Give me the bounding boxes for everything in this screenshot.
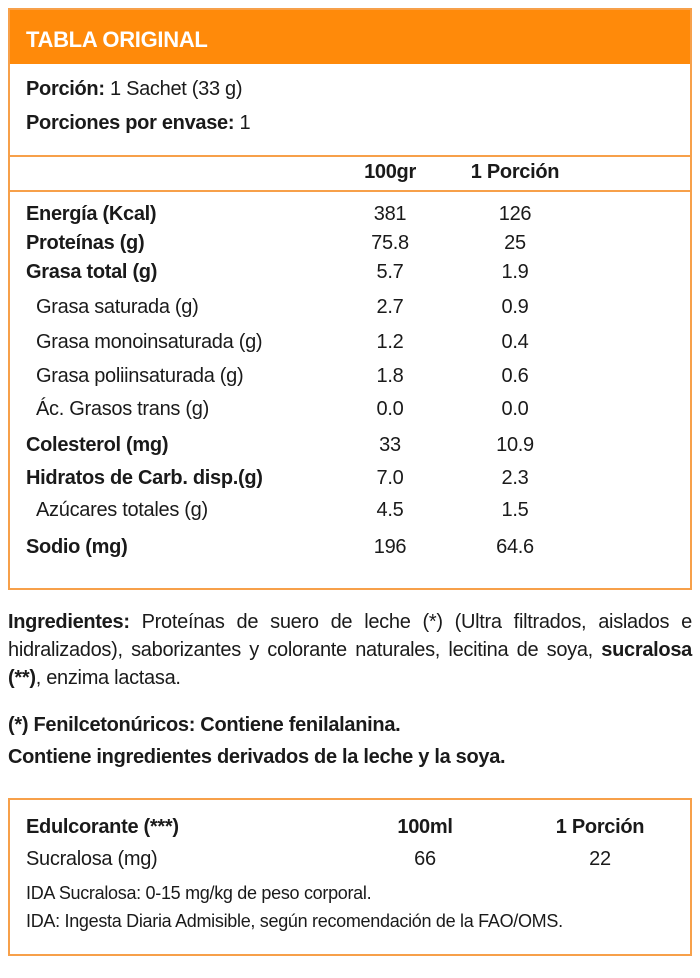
sweetener-table: Edulcorante (***) 100ml 1 Porción Sucral… [8,798,692,956]
value-100gr: 4.5 [376,499,404,521]
value-portion: 0.0 [501,398,529,420]
value-portion: 0.9 [501,296,529,318]
col-portion: 1 Porción [555,816,645,838]
nutrient-label: Energía (Kcal) [26,203,157,225]
table-row: Ác. Grasos trans (g) 0.0 0.0 [10,398,690,426]
value-100gr: 33 [379,434,401,456]
value-portion: 25 [504,232,526,254]
sweetener-label: Edulcorante (***) [26,816,179,838]
divider [10,190,690,192]
servings-line: Porciones por envase: 1 [26,112,251,135]
ida-definition: IDA: Ingesta Diaria Admisible, según rec… [26,911,563,931]
column-headers: 100gr 1 Porción [10,161,690,189]
value-portion: 10.9 [496,434,534,456]
value-portion: 1.5 [501,499,529,521]
value-portion: 2.3 [501,467,529,489]
value-portion: 0.6 [501,365,529,387]
warning-allergens: Contiene ingredientes derivados de la le… [8,746,506,768]
value-100gr: 5.7 [376,261,404,283]
table-row: Grasa saturada (g) 2.7 0.9 [10,296,690,324]
portion-line: Porción: 1 Sachet (33 g) [26,78,243,101]
servings-label: Porciones por envase: [26,112,235,134]
nutrient-label: Grasa saturada (g) [36,296,199,318]
ingredients-sucralose: sucralosa (**) [8,639,692,689]
nutrient-label: Grasa poliinsaturada (g) [36,365,244,387]
nutrition-table: TABLA ORIGINAL Porción: 1 Sachet (33 g) … [8,8,692,590]
nutrient-label: Azúcares totales (g) [36,499,208,521]
col-portion: 1 Porción [470,161,560,183]
value-portion: 1.9 [501,261,529,283]
table-row: Grasa poliinsaturada (g) 1.8 0.6 [10,365,690,393]
value-portion: 126 [498,203,532,225]
value-100ml: 66 [414,848,436,870]
value-100gr: 196 [373,536,407,558]
value-100gr: 7.0 [376,467,404,489]
ida-note: IDA Sucralosa: 0-15 mg/kg de peso corpor… [26,883,372,903]
table-row: Azúcares totales (g) 4.5 1.5 [10,499,690,527]
value-100gr: 1.2 [376,331,404,353]
table-row: Energía (Kcal) 381 126 [10,203,690,231]
value-100gr: 75.8 [371,232,409,254]
value-portion: 64.6 [496,536,534,558]
nutrient-label: Sodio (mg) [26,536,128,558]
nutrient-label: Hidratos de Carb. disp.(g) [26,467,263,489]
table-row: Grasa total (g) 5.7 1.9 [10,261,690,289]
value-100gr: 1.8 [376,365,404,387]
servings-value: 1 [239,112,251,134]
portion-label: Porción: [26,78,105,100]
col-100ml: 100ml [397,816,453,838]
table-row: Grasa monoinsaturada (g) 1.2 0.4 [10,331,690,359]
warning-phenylketonuric: (*) Fenilcetonúricos: Contiene fenilalan… [8,714,401,736]
ingredients-label: Ingredientes: [8,611,130,633]
nutrient-label: Colesterol (mg) [26,434,169,456]
nutrient-label: Grasa total (g) [26,261,158,283]
nutrient-label: Grasa monoinsaturada (g) [36,331,263,353]
sweetener-header: Edulcorante (***) 100ml 1 Porción [10,816,690,844]
table-row: Hidratos de Carb. disp.(g) 7.0 2.3 [10,467,690,495]
divider [10,155,690,157]
sucralose-row: Sucralosa (mg) 66 22 [10,848,690,876]
value-portion: 0.4 [501,331,529,353]
ingredients: Ingredientes: Proteínas de suero de lech… [8,608,692,692]
value-100gr: 0.0 [376,398,404,420]
table-row: Sodio (mg) 196 64.6 [10,536,690,564]
value-100gr: 381 [373,203,407,225]
nutrient-label: Proteínas (g) [26,232,145,254]
table-row: Colesterol (mg) 33 10.9 [10,434,690,462]
value-100gr: 2.7 [376,296,404,318]
value-portion: 22 [589,848,611,870]
ingredients-text: Proteínas de suero de leche (*) (Ultra f… [8,611,692,661]
ingredients-text-end: , enzima lactasa. [35,667,181,689]
table-row: Proteínas (g) 75.8 25 [10,232,690,260]
nutrient-label: Ác. Grasos trans (g) [36,398,209,420]
table-title: TABLA ORIGINAL [10,10,690,64]
portion-value: 1 Sachet (33 g) [109,78,243,100]
row-label: Sucralosa (mg) [26,848,158,870]
col-100gr: 100gr [364,161,416,183]
